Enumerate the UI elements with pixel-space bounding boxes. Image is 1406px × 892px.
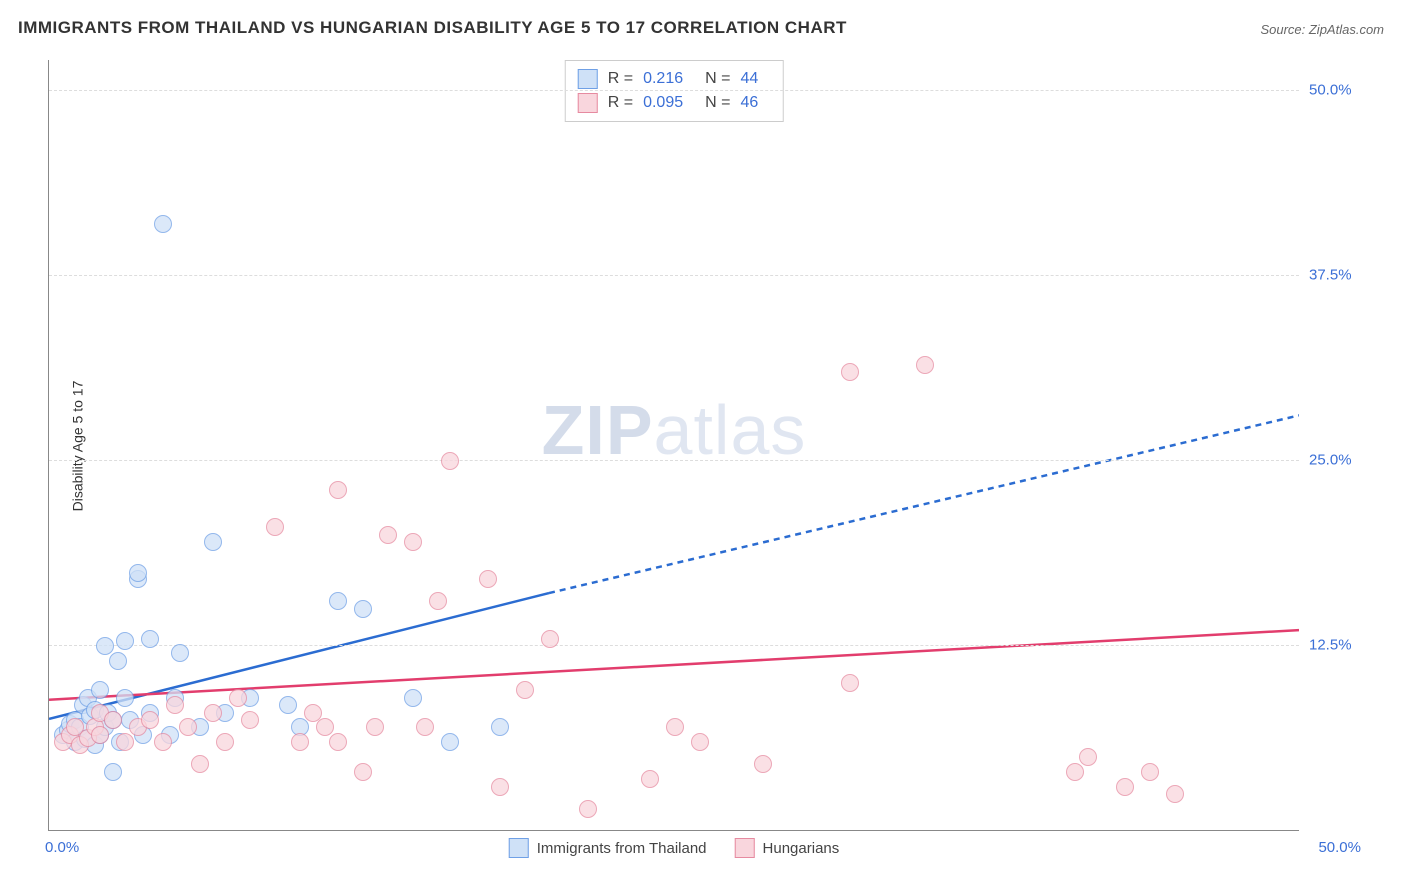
data-point [116,689,134,707]
trend-lines-svg [49,60,1299,830]
legend-item-0: Immigrants from Thailand [509,838,707,858]
r-value-1: 0.095 [643,94,683,112]
stats-row-series-1: R = 0.095 N = 46 [578,91,771,115]
data-point [641,770,659,788]
data-point [329,733,347,751]
data-point [516,681,534,699]
data-point [116,632,134,650]
data-point [129,564,147,582]
data-point [204,704,222,722]
legend-label-0: Immigrants from Thailand [537,840,707,857]
data-point [329,481,347,499]
data-point [116,733,134,751]
legend-swatch-1 [735,838,755,858]
chart-plot-area: ZIPatlas R = 0.216 N = 44 R = 0.095 N = … [48,60,1299,831]
y-tick: 25.0% [1309,451,1369,468]
data-point [841,363,859,381]
data-point [204,533,222,551]
n-label-0: N = [705,70,730,88]
data-point [154,733,172,751]
gridline [49,460,1299,461]
data-point [266,518,284,536]
source-attribution: Source: ZipAtlas.com [1260,22,1384,37]
r-label-0: R = [608,70,633,88]
data-point [1079,748,1097,766]
data-point [379,526,397,544]
data-point [441,452,459,470]
watermark-atlas: atlas [654,391,807,469]
data-point [354,763,372,781]
y-tick: 37.5% [1309,266,1369,283]
stats-legend: R = 0.216 N = 44 R = 0.095 N = 46 [565,60,784,122]
bottom-legend: Immigrants from Thailand Hungarians [509,838,840,858]
data-point [841,674,859,692]
chart-title: IMMIGRANTS FROM THAILAND VS HUNGARIAN DI… [18,18,847,38]
data-point [916,356,934,374]
watermark: ZIPatlas [542,390,807,470]
data-point [404,533,422,551]
data-point [1066,763,1084,781]
data-point [354,600,372,618]
data-point [141,711,159,729]
data-point [366,718,384,736]
data-point [491,778,509,796]
watermark-zip: ZIP [542,391,654,469]
data-point [191,755,209,773]
swatch-series-1 [578,93,598,113]
data-point [429,592,447,610]
data-point [104,763,122,781]
data-point [279,696,297,714]
data-point [216,733,234,751]
data-point [316,718,334,736]
data-point [304,704,322,722]
legend-swatch-0 [509,838,529,858]
data-point [666,718,684,736]
gridline [49,275,1299,276]
data-point [1141,763,1159,781]
data-point [91,681,109,699]
data-point [479,570,497,588]
r-label-1: R = [608,94,633,112]
r-value-0: 0.216 [643,70,683,88]
data-point [441,733,459,751]
data-point [754,755,772,773]
data-point [691,733,709,751]
data-point [329,592,347,610]
data-point [91,726,109,744]
swatch-series-0 [578,69,598,89]
data-point [416,718,434,736]
data-point [1116,778,1134,796]
y-tick: 50.0% [1309,81,1369,98]
x-tick-max: 50.0% [1318,839,1361,856]
gridline [49,90,1299,91]
n-value-1: 46 [740,94,758,112]
gridline [49,645,1299,646]
data-point [404,689,422,707]
data-point [171,644,189,662]
data-point [229,689,247,707]
data-point [579,800,597,818]
n-label-1: N = [705,94,730,112]
y-tick: 12.5% [1309,636,1369,653]
data-point [1166,785,1184,803]
stats-row-series-0: R = 0.216 N = 44 [578,67,771,91]
data-point [241,711,259,729]
data-point [179,718,197,736]
data-point [104,711,122,729]
data-point [96,637,114,655]
n-value-0: 44 [740,70,758,88]
legend-label-1: Hungarians [763,840,840,857]
data-point [154,215,172,233]
data-point [109,652,127,670]
x-tick-min: 0.0% [45,839,79,856]
data-point [166,696,184,714]
data-point [541,630,559,648]
data-point [291,733,309,751]
legend-item-1: Hungarians [735,838,840,858]
data-point [141,630,159,648]
data-point [491,718,509,736]
